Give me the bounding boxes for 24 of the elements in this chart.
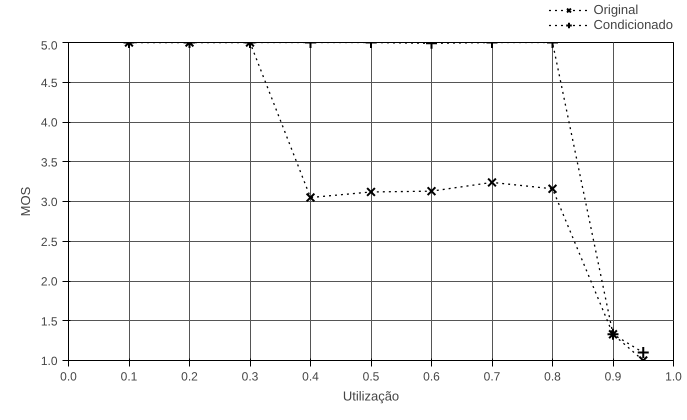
x-tick-label: 0.7 [484,370,501,384]
y-tick-label: 1.5 [40,314,58,328]
y-axis-title: MOS [18,186,33,216]
x-tick-label: 0.1 [120,370,138,384]
x-tick-label: 1.0 [665,370,682,384]
y-tick-label: 2.0 [40,274,58,288]
y-tick-label: 4.5 [40,76,58,90]
y-tick-label: 1.0 [40,354,58,368]
x-tick-label: 0.4 [302,370,320,384]
legend-label: Condicionado [593,17,673,32]
y-tick-label: 3.0 [40,195,58,209]
x-tick-label: 0.5 [362,370,380,384]
x-tick-label: 0.2 [181,370,198,384]
y-tick-label: 2.5 [40,234,58,249]
x-tick-label: 0.6 [423,370,440,384]
legend-label: Original [593,2,638,17]
x-tick-label: 0.8 [544,370,562,384]
y-tick-label: 3.5 [40,155,58,170]
x-tick-label: 0.0 [60,370,78,384]
x-tick-label: 0.3 [242,370,259,384]
x-tick-label: 0.9 [604,370,622,384]
y-tick-label: 4.0 [40,116,58,130]
y-tick-label: 5.0 [40,38,58,52]
x-axis-title: Utilização [342,388,400,404]
